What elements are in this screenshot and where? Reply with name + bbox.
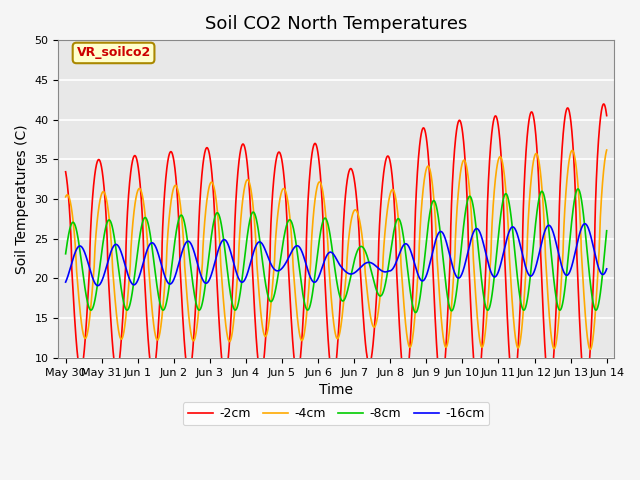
- -4cm: [534, 153, 541, 159]
- -2cm: [269, 184, 277, 190]
- -2cm: [124, 212, 131, 218]
- -16cm: [581, 221, 589, 227]
- -2cm: [534, 159, 541, 165]
- -16cm: [124, 270, 131, 276]
- -16cm: [534, 256, 542, 262]
- Line: -8cm: -8cm: [66, 189, 607, 312]
- -16cm: [269, 265, 277, 271]
- Title: Soil CO2 North Temperatures: Soil CO2 North Temperatures: [205, 15, 467, 33]
- -2cm: [600, 101, 607, 107]
- Text: VR_soilco2: VR_soilco2: [76, 47, 150, 60]
- -8cm: [62, 251, 70, 257]
- -8cm: [603, 228, 611, 234]
- -16cm: [293, 243, 301, 249]
- -8cm: [534, 202, 542, 208]
- -8cm: [593, 307, 600, 313]
- -8cm: [156, 298, 163, 304]
- Line: -16cm: -16cm: [66, 224, 607, 286]
- -4cm: [269, 276, 277, 282]
- Y-axis label: Soil Temperatures (C): Soil Temperatures (C): [15, 124, 29, 274]
- -16cm: [603, 266, 611, 272]
- -4cm: [603, 147, 611, 153]
- -16cm: [94, 283, 102, 288]
- -8cm: [574, 186, 582, 192]
- X-axis label: Time: Time: [319, 383, 353, 397]
- -8cm: [292, 244, 300, 250]
- -4cm: [292, 306, 300, 312]
- -2cm: [603, 113, 611, 119]
- -4cm: [62, 194, 70, 200]
- -2cm: [62, 169, 70, 175]
- -16cm: [593, 257, 600, 263]
- -2cm: [582, 390, 589, 396]
- -16cm: [62, 279, 70, 285]
- Line: -2cm: -2cm: [66, 104, 607, 393]
- -8cm: [412, 310, 419, 315]
- -4cm: [156, 332, 163, 338]
- -4cm: [586, 347, 594, 352]
- -2cm: [292, 371, 300, 377]
- -16cm: [156, 255, 163, 261]
- -2cm: [156, 305, 163, 311]
- -8cm: [124, 307, 131, 313]
- Legend: -2cm, -4cm, -8cm, -16cm: -2cm, -4cm, -8cm, -16cm: [183, 402, 490, 425]
- -8cm: [269, 296, 277, 302]
- -4cm: [593, 297, 600, 302]
- -2cm: [593, 180, 600, 186]
- Line: -4cm: -4cm: [66, 150, 607, 349]
- -4cm: [124, 299, 131, 305]
